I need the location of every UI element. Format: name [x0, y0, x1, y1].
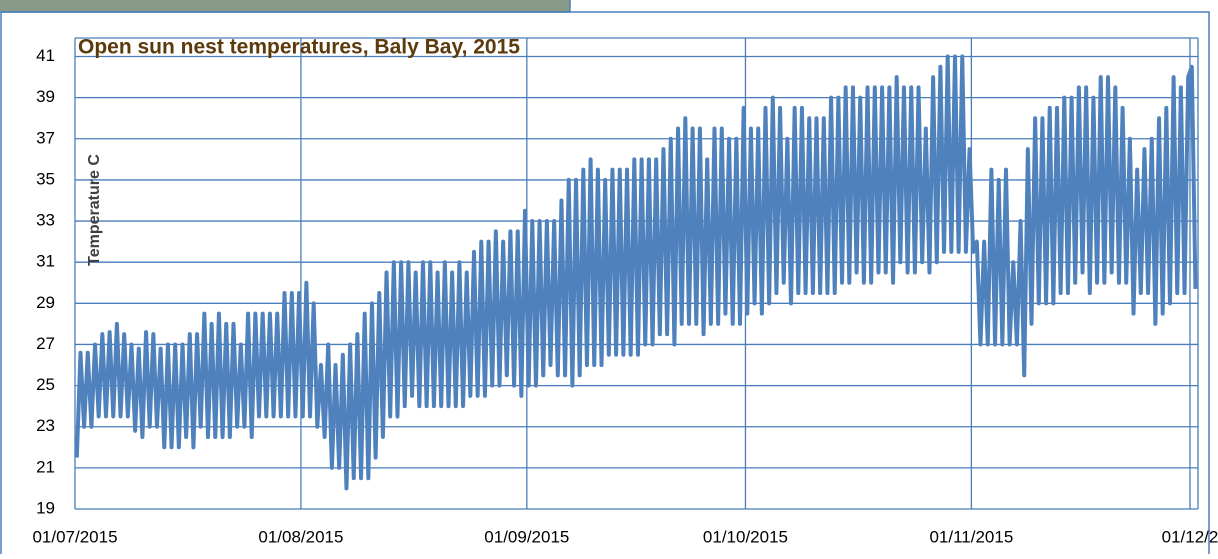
y-tick-label: 25 — [36, 375, 55, 394]
x-tick-label: 01/11/2015 — [929, 527, 1013, 546]
y-tick-label: 31 — [36, 252, 55, 271]
data-line — [74, 54, 1198, 491]
photo-strip — [0, 0, 570, 12]
y-tick-label: 41 — [36, 46, 55, 65]
y-tick-label: 21 — [36, 457, 55, 476]
chart-title: Open sun nest temperatures, Baly Bay, 20… — [78, 36, 520, 59]
grid — [74, 37, 1199, 510]
y-tick-label: 23 — [36, 416, 55, 435]
y-tick-label: 39 — [36, 87, 55, 106]
y-tick-label: 35 — [36, 169, 55, 188]
x-tick-label: 01/09/2015 — [484, 527, 569, 546]
x-tick-label: 01/08/2015 — [258, 527, 343, 546]
y-tick-label: 37 — [36, 128, 55, 147]
y-tick-label: 27 — [36, 334, 55, 353]
x-tick-label: 01/07/2015 — [32, 527, 117, 546]
plot — [74, 54, 1198, 491]
x-tick-label: 01/12/2 — [1162, 527, 1218, 546]
y-tick-label: 29 — [36, 293, 55, 312]
x-tick-label: 01/10/2015 — [703, 527, 788, 546]
y-tick-label: 33 — [36, 211, 55, 230]
y-tick-label: 19 — [36, 498, 55, 517]
y-axis-label: Temperature C — [86, 154, 103, 266]
